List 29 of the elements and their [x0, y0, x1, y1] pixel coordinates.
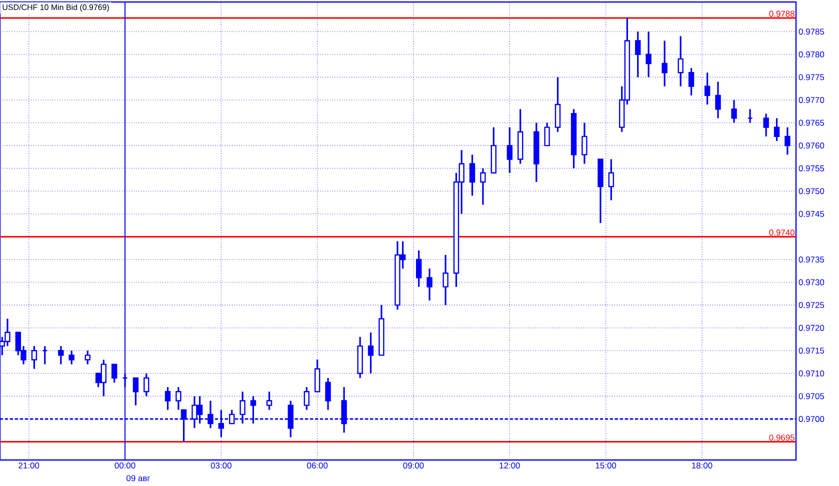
y-tick-label: 0.9735 [798, 256, 824, 262]
y-tick-label: 0.9750 [798, 188, 824, 194]
x-tick-label: 00:00 [114, 462, 136, 469]
y-tick-label: 0.9745 [798, 210, 824, 217]
y-tick-label: 0.9775 [798, 74, 824, 80]
ref-line-label: 0.9695 [769, 434, 794, 441]
x-tick-label: 03:00 [210, 462, 232, 469]
ref-line-label: 0.9740 [769, 230, 794, 236]
y-tick-label: 0.9710 [798, 370, 824, 376]
y-tick-label: 0.9705 [798, 393, 824, 400]
y-tick-label: 0.9715 [798, 348, 824, 354]
x-tick-label: 21:00 [18, 462, 40, 469]
x-tick-label: 15:00 [596, 462, 616, 469]
x-tick-label: 06:00 [307, 462, 328, 469]
y-tick-label: 0.9785 [798, 28, 824, 35]
y-tick-label: 0.9725 [798, 302, 824, 308]
y-tick-label: 0.9730 [798, 279, 824, 286]
y-tick-label: 0.9770 [798, 96, 824, 103]
y-tick-label: 0.9765 [798, 120, 824, 126]
y-tick-label: 0.9755 [798, 165, 824, 172]
y-tick-label: 0.9760 [798, 142, 824, 149]
y-tick-label: 0.9720 [798, 324, 824, 331]
x-tick-label: 09:00 [403, 462, 424, 469]
y-tick-label: 0.9700 [798, 416, 824, 422]
ref-line-label: 0.9788 [769, 10, 794, 17]
ref-line-label: 09 авг [126, 475, 150, 482]
y-tick-label: 0.9780 [798, 51, 824, 58]
x-tick-label: 12:00 [500, 462, 520, 469]
x-tick-label: 18:00 [692, 462, 712, 469]
